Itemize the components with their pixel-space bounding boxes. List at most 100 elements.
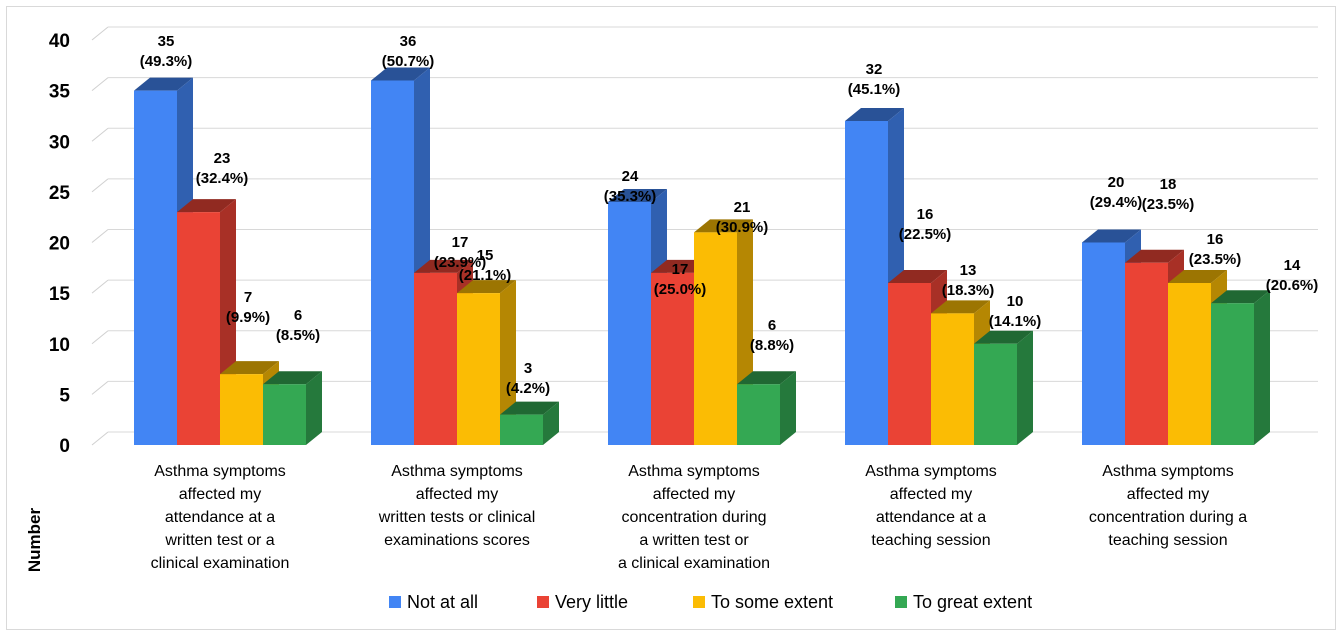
data-label-value: 14 xyxy=(1284,257,1301,274)
bar-top xyxy=(500,401,559,415)
bar-top xyxy=(737,371,796,385)
bar xyxy=(651,272,694,445)
bar-top xyxy=(1125,249,1184,263)
data-label-percent: (23.5%) xyxy=(1189,251,1242,268)
bar xyxy=(845,121,888,445)
bar xyxy=(1211,303,1254,445)
data-label-percent: (30.9%) xyxy=(716,219,769,236)
data-label-percent: (32.4%) xyxy=(196,170,249,187)
data-label-percent: (29.4%) xyxy=(1090,194,1143,211)
bar-side xyxy=(500,280,516,445)
bar-top xyxy=(1168,270,1227,283)
bar xyxy=(371,80,414,445)
legend-label: To some extent xyxy=(711,592,833,612)
bar xyxy=(177,212,220,445)
legend-label: To great extent xyxy=(913,592,1032,612)
bar-top xyxy=(1082,229,1141,243)
category-label-line: concentration during xyxy=(622,509,767,526)
data-label-value: 3 xyxy=(524,360,532,377)
category-label-line: affected my xyxy=(653,486,735,503)
legend-item: Very little xyxy=(537,592,628,612)
legend-swatch xyxy=(389,596,401,608)
data-label-value: 6 xyxy=(294,307,302,324)
bar-top xyxy=(608,189,667,202)
category-label-line: a clinical examination xyxy=(618,555,770,572)
bar-top xyxy=(414,259,473,273)
category-label-line: Asthma symptoms xyxy=(154,463,286,480)
y-tick-label: 30 xyxy=(49,132,70,153)
category-label-line: affected my xyxy=(1127,486,1209,503)
data-label-percent: (18.3%) xyxy=(942,282,995,299)
bar-side xyxy=(780,371,796,445)
data-label-percent: (4.2%) xyxy=(506,380,550,397)
bar-side xyxy=(1254,290,1270,445)
grid-diagonal xyxy=(91,178,109,193)
category-label-line: written test or a xyxy=(164,532,274,549)
y-tick-label: 5 xyxy=(59,385,70,406)
data-label-value: 20 xyxy=(1108,174,1125,191)
bar xyxy=(931,313,974,445)
data-label-percent: (9.9%) xyxy=(226,309,270,326)
bar xyxy=(414,272,457,445)
bar xyxy=(134,90,177,445)
category-label-line: clinical examination xyxy=(151,555,290,572)
bar xyxy=(974,343,1017,445)
bar-side xyxy=(306,371,322,445)
data-label-percent: (23.5%) xyxy=(1142,196,1195,213)
y-tick-label: 15 xyxy=(49,284,71,305)
bar-top xyxy=(263,371,322,385)
data-label-value: 15 xyxy=(477,247,494,264)
bar-side xyxy=(543,401,559,445)
grid-diagonal xyxy=(91,279,109,294)
y-tick-label: 40 xyxy=(49,31,70,52)
bars xyxy=(134,67,1270,445)
y-axis: 0 5 10 15 20 25 30 35 40 xyxy=(49,31,71,457)
legend-swatch xyxy=(693,596,705,608)
category-label-line: affected my xyxy=(890,486,972,503)
category-labels: Asthma symptoms affected my attendance at … xyxy=(151,463,1248,572)
data-label-value: 17 xyxy=(672,261,689,278)
legend-item: To some extent xyxy=(693,592,833,612)
data-label-percent: (25.0%) xyxy=(654,281,707,298)
y-axis-label: Number xyxy=(25,508,44,573)
data-label-value: 21 xyxy=(734,199,751,216)
y-tick-label: 0 xyxy=(59,436,70,457)
bar xyxy=(500,414,543,445)
category-label-line: concentration during a xyxy=(1089,509,1247,526)
data-label-value: 24 xyxy=(622,168,639,185)
bar-top xyxy=(931,300,990,314)
grid-diagonal xyxy=(91,330,109,345)
data-label-value: 13 xyxy=(960,262,977,279)
data-label-percent: (23.9%) xyxy=(434,254,487,271)
data-label-percent: (8.5%) xyxy=(276,327,320,344)
bar-side xyxy=(1017,330,1033,445)
bar xyxy=(1168,283,1211,445)
data-label-percent: (21.1%) xyxy=(459,267,512,284)
grid-diagonal xyxy=(91,431,109,446)
bar xyxy=(263,384,306,445)
data-label-percent: (45.1%) xyxy=(848,81,901,98)
y-tick-label: 25 xyxy=(49,183,71,204)
category-label-line: teaching session xyxy=(1108,532,1227,549)
data-label-value: 16 xyxy=(1207,231,1224,248)
bar-top xyxy=(974,330,1033,344)
data-label-value: 36 xyxy=(400,33,417,50)
y-tick-label: 20 xyxy=(49,234,70,255)
bar xyxy=(694,232,737,445)
grid-diagonal xyxy=(91,127,109,142)
legend-label: Not at all xyxy=(407,592,478,612)
data-label-value: 32 xyxy=(866,61,883,78)
legend-label: Very little xyxy=(555,592,628,612)
category-label-line: a written test or xyxy=(639,532,749,549)
category-label-line: Asthma symptoms xyxy=(865,463,997,480)
category-label-line: Asthma symptoms xyxy=(628,463,760,480)
legend-swatch xyxy=(537,596,549,608)
y-tick-label: 35 xyxy=(49,82,71,103)
bar xyxy=(1125,262,1168,445)
data-label-value: 10 xyxy=(1007,293,1024,310)
bar xyxy=(457,293,500,445)
data-label-percent: (20.6%) xyxy=(1266,277,1319,294)
legend-item: To great extent xyxy=(895,592,1032,612)
category-label-line: written tests or clinical xyxy=(378,509,536,526)
